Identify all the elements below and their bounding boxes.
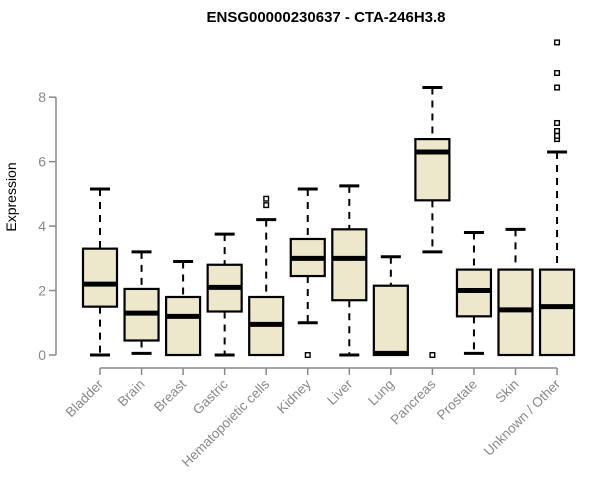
outlier-point [554,128,561,135]
x-category-label-bladder: Bladder [63,376,107,420]
outlier-point [554,132,561,139]
box-breast [165,260,202,357]
x-category-label-kidney: Kidney [274,376,314,416]
x-category-label-skin: Skin [492,377,521,406]
y-axis: 0 2 4 6 8 [38,89,57,363]
box-brain [123,250,160,355]
box-pancreas [414,86,451,359]
y-tick-label: 6 [38,154,46,170]
iqr-box [81,247,119,308]
chart-title: ENSG00000230637 - CTA-246H3.8 [206,9,445,26]
y-tick-label: 4 [38,218,46,234]
x-category-label-breast: Breast [151,376,189,414]
box-hematopoietic-cells [248,195,285,357]
outlier-point [429,352,436,359]
box-prostate [455,231,493,355]
box-bladder [81,187,119,357]
iqr-box [372,284,409,357]
box-liver [331,184,368,357]
x-category-label-liver: Liver [324,376,356,408]
x-category-label-pancreas: Pancreas [388,376,439,427]
x-category-label-lung: Lung [365,377,397,409]
outlier-point [263,195,270,202]
outlier-point [263,202,270,209]
x-category-label-gastric: Gastric [190,376,231,417]
x-category-label-brain: Brain [115,377,148,410]
box-unknown-other [538,39,576,357]
box-lung [372,255,409,357]
outlier-point [554,119,561,126]
x-category-label-unknown-other: Unknown / Other [481,376,564,459]
outlier-point [554,84,561,91]
y-tick-label: 2 [38,283,46,299]
outlier-point [554,70,561,77]
iqr-box [538,268,576,357]
iqr-box [331,228,368,302]
box-kidney [289,187,326,359]
x-category-label-prostate: Prostate [434,377,480,423]
iqr-box [165,295,202,357]
box-skin [497,227,534,357]
plot-area: 0 2 4 6 8 Bladder Brain Breast GastricHematopoie… [38,39,576,470]
y-tick-label: 8 [38,89,46,105]
y-tick-label: 0 [38,347,46,363]
outlier-point [554,39,561,46]
outlier-point [304,352,311,359]
box-gastric [206,232,243,357]
iqr-box [414,137,451,202]
y-axis-label: Expression [3,162,19,231]
